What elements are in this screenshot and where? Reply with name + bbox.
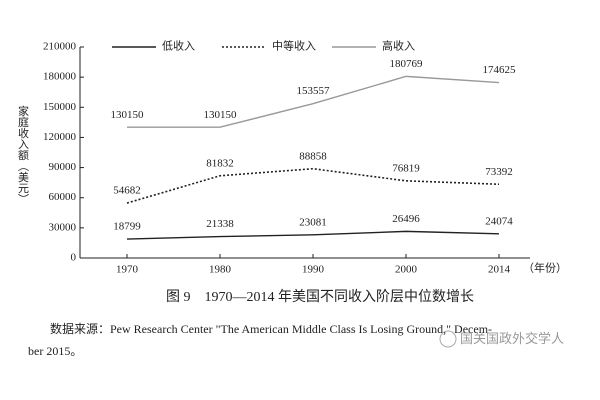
series-line [126,230,500,240]
legend-label: 高收入 [382,39,415,53]
data-label: 153557 [297,85,331,97]
data-label: 88858 [299,150,327,162]
data-label: 73392 [485,166,513,178]
data-label: 130150 [111,109,145,121]
y-tick-label: 0 [71,252,77,264]
data-label: 76819 [392,162,420,174]
source-line: ber 2015。 [28,344,82,358]
watermark: 国关国政外交学人 [460,331,564,346]
y-tick-label: 180000 [43,71,77,83]
x-tick-label: 2000 [395,264,418,276]
x-tick-label: 1970 [116,264,139,276]
y-tick-label: 90000 [49,161,77,173]
data-label: 54682 [113,185,141,197]
data-label: 174625 [483,64,517,76]
watermark-icon [439,330,457,348]
y-tick-label: 60000 [49,191,77,203]
x-tick-label: 1980 [209,264,232,276]
data-label: 26496 [392,213,420,225]
legend-label: 中等收入 [272,39,316,53]
data-label: 130150 [204,109,238,121]
data-label: 180769 [390,58,424,70]
data-label: 81832 [206,157,234,169]
source-line: 数据来源：Pew Research Center "The American M… [50,321,492,336]
series-line [127,75,500,128]
x-tick-label: 2014 [488,264,511,276]
data-label: 23081 [299,216,327,228]
data-label: 24074 [485,215,513,227]
y-tick-label: 120000 [43,131,77,143]
data-label: 18799 [113,221,141,233]
series-line [126,167,500,204]
y-tick-label: 210000 [43,41,77,53]
data-label: 21338 [206,218,234,230]
y-tick-label: 30000 [49,221,77,233]
caption: 图 9 1970—2014 年美国不同收入阶层中位数增长 [166,289,474,305]
x-axis-label: （年份） [523,261,567,275]
x-tick-label: 1990 [302,264,325,276]
y-tick-label: 150000 [43,101,77,113]
y-axis-label: 家庭收入额（美元） [16,104,29,204]
legend-label: 低收入 [162,39,195,53]
